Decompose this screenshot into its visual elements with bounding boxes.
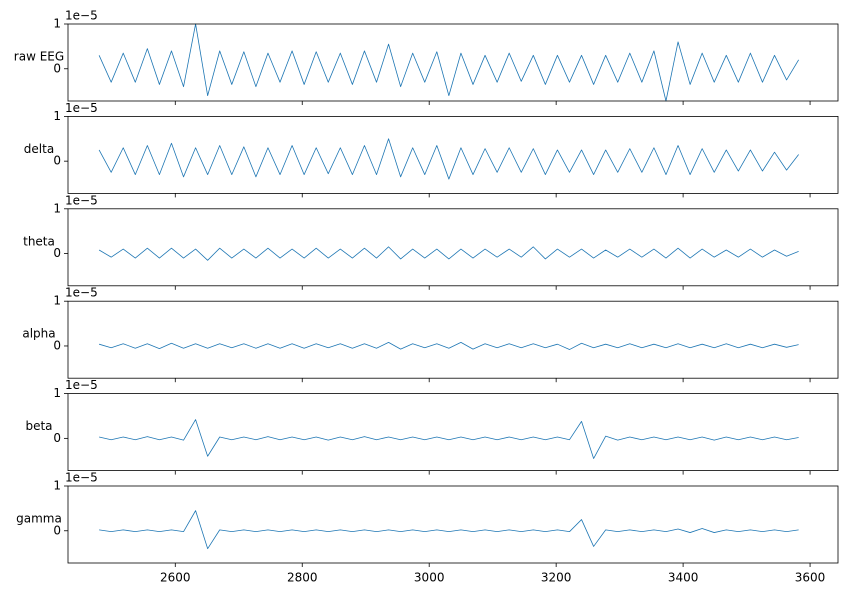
y-axis-label: theta	[23, 234, 55, 248]
y-tick-label: 1	[53, 109, 61, 123]
y-tick-label: 1	[53, 386, 61, 400]
x-tick-label: 3600	[795, 571, 826, 585]
axes-frame	[67, 300, 839, 379]
x-tick-label: 2800	[287, 571, 318, 585]
y-tick-label: 1	[53, 479, 61, 493]
y-tick-label: 1	[53, 294, 61, 308]
offset-label: 1e−5	[65, 378, 98, 392]
y-axis-label: beta	[25, 419, 52, 433]
axes-frame	[67, 208, 839, 287]
y-axis-label: raw EEG	[14, 50, 64, 64]
axes-frame	[67, 116, 839, 194]
signal-line	[98, 246, 799, 261]
y-tick-label: 1	[53, 201, 61, 215]
axes-frame	[67, 393, 839, 472]
signal-line	[99, 419, 799, 459]
x-tick-label: 2600	[160, 571, 191, 585]
signal-line	[99, 510, 799, 550]
offset-label: 1e−5	[65, 193, 98, 207]
y-tick-label: 0	[53, 154, 61, 168]
offset-label: 1e−5	[65, 471, 98, 485]
signal-line	[98, 138, 799, 180]
y-axis-label: alpha	[22, 327, 55, 341]
y-axis-label: gamma	[16, 512, 62, 526]
y-tick-label: 0	[53, 61, 61, 75]
signal-line	[98, 341, 799, 350]
y-tick-label: 0	[53, 523, 61, 537]
offset-label: 1e−5	[65, 286, 98, 300]
x-tick-label: 3000	[414, 571, 445, 585]
y-tick-label: 0	[53, 338, 61, 352]
y-tick-label: 0	[53, 246, 61, 260]
axes-frame	[67, 23, 839, 102]
y-tick-label: 1	[53, 17, 61, 31]
axes-frame	[67, 485, 839, 564]
offset-label: 1e−5	[65, 9, 98, 23]
x-tick-label: 3400	[668, 571, 699, 585]
y-tick-label: 0	[53, 431, 61, 445]
x-tick-label: 3200	[541, 571, 572, 585]
y-axis-label: delta	[24, 142, 54, 156]
offset-label: 1e−5	[65, 101, 98, 115]
signal-line	[98, 23, 799, 102]
